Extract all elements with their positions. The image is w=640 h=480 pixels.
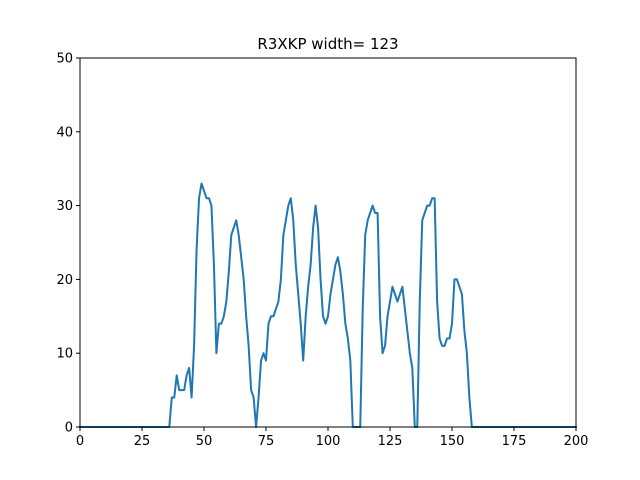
y-tick-label: 10 (56, 347, 73, 362)
chart-title: R3XKP width= 123 (257, 35, 398, 53)
x-tick-label: 100 (316, 434, 341, 449)
series-line (79, 182, 577, 428)
x-tick-label: 150 (440, 434, 465, 449)
x-tick-label: 50 (196, 434, 213, 449)
y-tick-label: 0 (65, 421, 73, 436)
x-tick-label: 75 (258, 434, 275, 449)
series-layer (79, 182, 577, 428)
y-tick-label: 30 (56, 199, 73, 214)
plot-area (80, 58, 576, 427)
x-tick-label: 0 (76, 434, 84, 449)
y-tick-label: 50 (56, 52, 73, 67)
x-tick-label: 125 (378, 434, 403, 449)
x-tick-label: 200 (564, 434, 589, 449)
x-tick-label: 25 (134, 434, 151, 449)
axes-layer: 0 25 50 75 100 125 150 175 200 0 10 20 30 40 50 (56, 52, 588, 450)
x-tick-label: 175 (502, 434, 527, 449)
y-tick-label: 40 (56, 125, 73, 140)
y-tick-label: 20 (56, 273, 73, 288)
